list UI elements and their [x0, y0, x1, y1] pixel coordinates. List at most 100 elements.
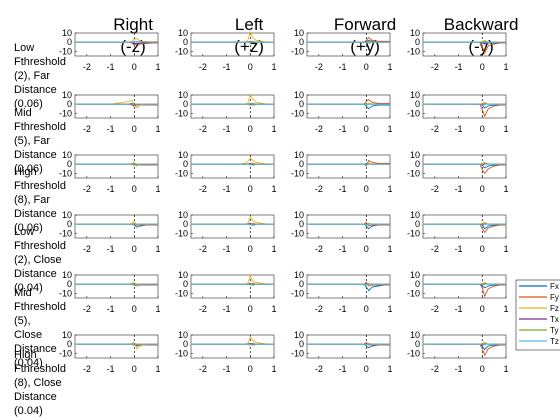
- x-tick-label: -2: [431, 304, 439, 314]
- legend-box: [515, 279, 560, 351]
- panel-r1-c2: 100-10-2 -1 0 1: [291, 90, 393, 134]
- x-tick-label: 0: [480, 184, 485, 194]
- x-tick-label: 0: [132, 364, 137, 374]
- y-tick-label: 10: [410, 210, 420, 220]
- row-label-1-line-4: (0.06): [14, 163, 43, 175]
- x-tick-label: 1: [503, 244, 508, 254]
- row-label-0-line-0: Low: [14, 42, 34, 54]
- y-tick-label: -10: [407, 288, 420, 298]
- x-tick-label: 0: [480, 124, 485, 134]
- axes-box: [422, 214, 507, 239]
- y-tick-label: 10: [178, 150, 188, 160]
- y-tick-label: 10: [294, 330, 304, 340]
- row-label-3-line-0: Low: [14, 226, 34, 238]
- x-tick-label: 1: [503, 184, 508, 194]
- y-tick-label: -10: [291, 348, 304, 358]
- panel-r3-c2: 100-10-2 -1 0 1: [291, 210, 393, 254]
- x-tick-label: -2: [315, 62, 323, 72]
- row-label-4-line-2: (5),: [14, 315, 31, 327]
- row-label-3-line-3: Distance: [14, 268, 57, 280]
- series-line-fx: [423, 343, 506, 351]
- x-tick-label: -1: [455, 364, 463, 374]
- axes-box: [306, 214, 391, 239]
- x-tick-label: -1: [223, 62, 231, 72]
- series-line-fy: [307, 159, 390, 167]
- x-tick-label: 1: [503, 62, 508, 72]
- x-tick-label: 1: [155, 62, 160, 72]
- y-tick-label: 0: [415, 99, 420, 109]
- x-tick-label: 0: [248, 62, 253, 72]
- x-tick-label: -1: [339, 364, 347, 374]
- series-line-tz: [75, 41, 158, 43]
- y-tick-label: 0: [183, 279, 188, 289]
- y-tick-label: 10: [62, 28, 72, 38]
- x-tick-label: -1: [455, 244, 463, 254]
- panel-r0-c3: 100-10-2 -1 0 1: [407, 28, 509, 72]
- series-line-fz: [191, 157, 274, 165]
- y-tick-label: 0: [183, 219, 188, 229]
- x-tick-label: -2: [431, 244, 439, 254]
- y-tick-label: 10: [294, 150, 304, 160]
- x-tick-label: 0: [480, 364, 485, 374]
- y-tick-label: -10: [59, 348, 72, 358]
- y-tick-label: 0: [415, 279, 420, 289]
- y-tick-label: 10: [294, 210, 304, 220]
- x-tick-label: 1: [387, 124, 392, 134]
- x-tick-label: -2: [199, 62, 207, 72]
- x-tick-label: 1: [387, 62, 392, 72]
- y-tick-label: -10: [291, 228, 304, 238]
- x-tick-label: 0: [248, 124, 253, 134]
- row-label-2-line-3: Distance: [14, 208, 57, 220]
- axes-box: [306, 94, 391, 119]
- y-tick-label: 10: [62, 150, 72, 160]
- panel-r4-c0: 100-10-2 -1 0 1: [59, 270, 161, 314]
- y-tick-label: -10: [291, 168, 304, 178]
- legend-label-fz: Fz: [550, 304, 559, 313]
- y-tick-label: -10: [59, 108, 72, 118]
- x-tick-label: 0: [364, 62, 369, 72]
- row-label-2-line-1: Fthreshold: [14, 180, 66, 192]
- row-label-4-line-5: (0.04): [14, 357, 43, 369]
- y-tick-label: -10: [407, 108, 420, 118]
- axes-box: [74, 94, 159, 119]
- y-tick-label: 0: [299, 219, 304, 229]
- x-tick-label: -1: [223, 244, 231, 254]
- axes-box: [422, 154, 507, 179]
- row-label-0-line-3: Distance: [14, 84, 57, 96]
- x-tick-label: -2: [199, 244, 207, 254]
- legend-label-fx: Fx: [550, 282, 559, 291]
- x-tick-label: -1: [107, 364, 115, 374]
- panel-r5-c1: 100-10-2 -1 0 1: [175, 330, 277, 374]
- series-line-fz: [191, 215, 274, 225]
- x-tick-label: 0: [248, 244, 253, 254]
- legend-label-ty: Ty: [550, 326, 558, 335]
- y-tick-label: -10: [407, 228, 420, 238]
- x-tick-label: -2: [431, 364, 439, 374]
- series-line-fy: [307, 99, 390, 105]
- axes-box: [422, 334, 507, 359]
- x-tick-label: 1: [503, 124, 508, 134]
- y-tick-label: 0: [183, 37, 188, 47]
- x-tick-label: -1: [455, 62, 463, 72]
- x-tick-label: -2: [199, 124, 207, 134]
- row-label-5-line-0: High: [14, 349, 37, 361]
- y-tick-label: 0: [67, 37, 72, 47]
- row-label-0-line-1: Fthreshold: [14, 56, 66, 68]
- x-tick-label: -2: [83, 124, 91, 134]
- x-tick-label: -1: [223, 124, 231, 134]
- x-tick-label: -2: [431, 62, 439, 72]
- x-tick-label: -1: [339, 124, 347, 134]
- y-tick-label: 0: [415, 219, 420, 229]
- x-tick-label: -1: [223, 184, 231, 194]
- column-title-2-line-0: Forward: [334, 15, 396, 34]
- y-tick-label: 10: [62, 90, 72, 100]
- y-tick-label: -10: [291, 108, 304, 118]
- panel-r4-c3: 100-10-2 -1 0 1: [407, 270, 509, 314]
- y-tick-label: 0: [67, 159, 72, 169]
- panel-r0-c2: 100-10-2 -1 0 1: [291, 28, 393, 72]
- y-tick-label: 0: [299, 99, 304, 109]
- series-line-fy: [423, 343, 506, 357]
- x-tick-label: -2: [199, 304, 207, 314]
- x-tick-label: -2: [315, 124, 323, 134]
- series-line-fz: [191, 93, 274, 105]
